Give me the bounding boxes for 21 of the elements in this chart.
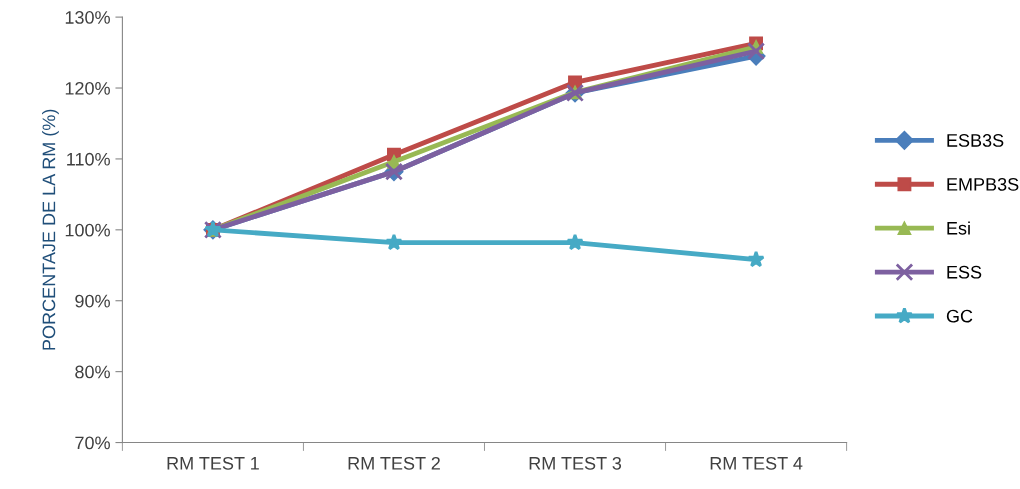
y-tick-label: 80%	[75, 365, 110, 379]
y-tick-label: 130%	[65, 11, 110, 24]
y-tick-label: 100%	[65, 223, 110, 237]
legend-label: ESB3S	[947, 134, 1004, 147]
y-axis-title: PORCENTAJE DE LA RM (%)	[42, 109, 59, 350]
y-tick-label: 120%	[65, 81, 110, 95]
point	[747, 250, 765, 268]
x-tick-label: RM TEST 3	[529, 456, 622, 470]
x-tick-label: RM TEST 2	[348, 456, 440, 470]
legend-label: GC	[946, 309, 973, 323]
point	[385, 233, 403, 251]
legend-label: Esi	[947, 221, 970, 235]
legend-label: EMPB3S	[947, 177, 1019, 191]
y-tick-label: 90%	[75, 294, 110, 308]
legend-label: ESS	[947, 265, 982, 279]
x-tick-label: RM TEST 1	[167, 456, 259, 470]
x-tick-label: RM TEST 4	[710, 456, 803, 470]
point	[747, 42, 766, 61]
point	[566, 233, 584, 251]
y-tick-label: 70%	[75, 436, 110, 450]
y-tick-label: 110%	[67, 152, 110, 166]
